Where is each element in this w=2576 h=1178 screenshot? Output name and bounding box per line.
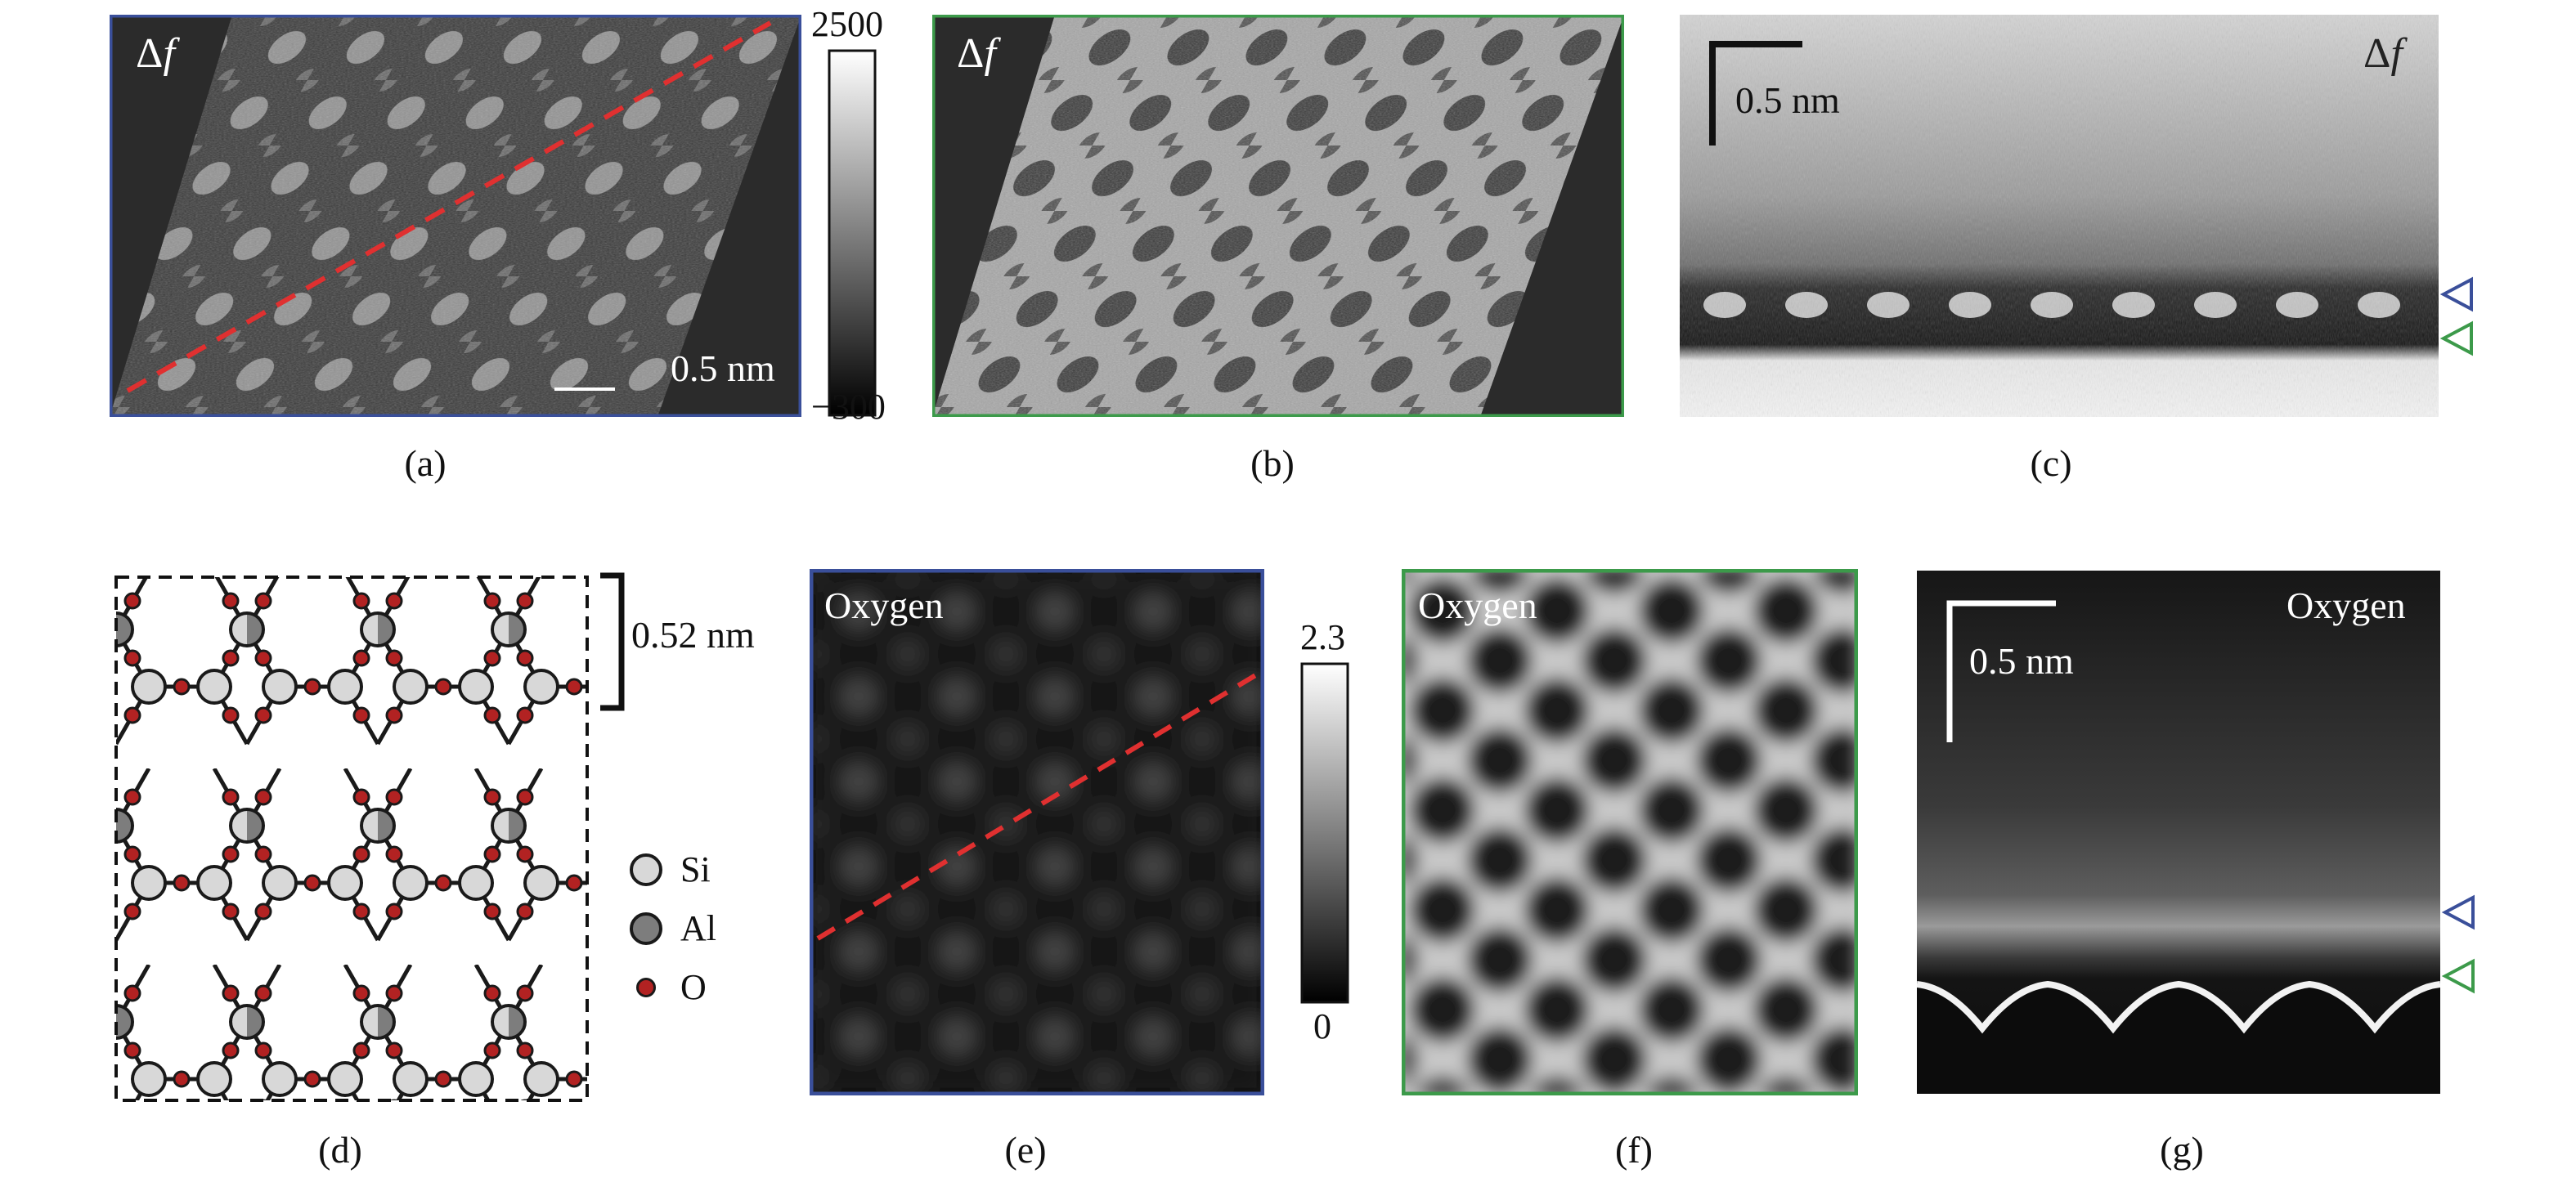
panel-e-oxygen-label: Oxygen [824,585,944,626]
legend-si: Si [630,849,711,890]
colorbar-bottom-min: 0 [1313,1006,1331,1046]
legend-o: O [636,966,707,1008]
panel-c-image [1680,15,2439,417]
colorbar-bottom-max: 2.3 [1300,617,1345,657]
o-icon [636,977,656,997]
colorbar-top [828,49,877,417]
panel-d-lattice-diagram [106,564,613,1112]
caption-f: (f) [1615,1129,1653,1171]
panel-g-image [1917,571,2440,1094]
panel-b-image [932,15,1624,417]
spacing-bracket [597,572,630,711]
panel-c-markers [2439,262,2480,360]
panel-a-image [110,15,801,417]
panel-e-image [810,569,1264,1095]
colorbar-top-max: 2500 [811,4,883,44]
legend-al: Al [630,907,716,949]
panel-b-delta-f-label: Δf [957,30,996,77]
panel-c-scale-label: 0.5 nm [1735,79,1840,121]
panel-f-oxygen-label: Oxygen [1418,585,1537,626]
caption-g: (g) [2160,1129,2204,1171]
caption-d: (d) [318,1129,362,1171]
panel-g-scale-label: 0.5 nm [1969,640,2074,682]
caption-a: (a) [404,442,447,484]
panel-g-markers [2440,880,2481,1002]
colorbar-top-min: −300 [811,387,886,427]
caption-e: (e) [1004,1129,1047,1171]
panel-a-delta-f-label: Δf [136,30,175,77]
colorbar-bottom [1300,662,1349,1004]
panel-a-scale-label: 0.5 nm [671,347,775,389]
panel-c-delta-f-label: Δf [2363,30,2403,77]
al-icon [630,911,662,945]
panel-g-oxygen-label: Oxygen [2287,585,2406,626]
caption-c: (c) [2030,442,2072,484]
panel-f-image [1402,569,1858,1095]
caption-b: (b) [1250,442,1295,484]
spacing-label: 0.52 nm [631,614,755,656]
si-icon [630,853,662,886]
